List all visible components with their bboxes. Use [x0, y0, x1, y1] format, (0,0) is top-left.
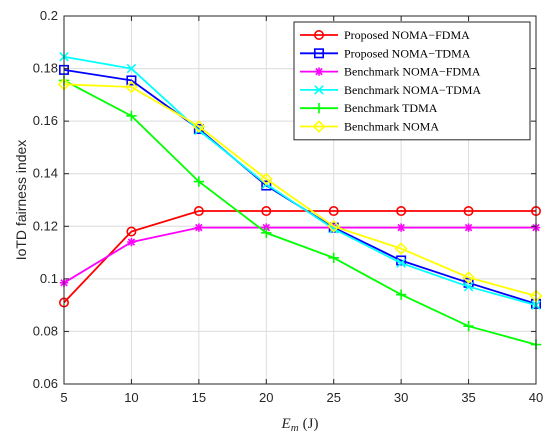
x-tick-label: 10 — [124, 390, 138, 405]
legend: Proposed NOMA−FDMA Proposed NOMA−TDMA Benc… — [293, 21, 531, 141]
legend-marker — [314, 67, 324, 76]
legend-item: Benchmark TDMA — [300, 101, 438, 115]
data-point — [394, 242, 408, 255]
data-point — [463, 281, 474, 292]
x-tick-label: 25 — [326, 390, 340, 405]
x-axis-label-unit: (J) — [303, 416, 319, 432]
data-point — [396, 223, 406, 232]
legend-marker — [313, 103, 325, 114]
legend-item: Benchmark NOMA−FDMA — [300, 65, 481, 79]
legend-item: Proposed NOMA−FDMA — [300, 28, 470, 42]
data-point — [193, 176, 205, 187]
y-tick-label: 0.1 — [40, 271, 58, 286]
series-line — [63, 226, 536, 284]
data-point — [463, 320, 474, 332]
data-point — [464, 223, 473, 232]
legend-label: Benchmark NOMA — [344, 120, 439, 134]
data-point — [125, 80, 138, 94]
legend-marker — [313, 29, 324, 40]
y-tick-label: 0.18 — [33, 61, 58, 76]
legend-label: Benchmark TDMA — [344, 101, 438, 115]
y-tick-label: 0.2 — [40, 8, 58, 23]
legend-label: Benchmark NOMA−TDMA — [344, 83, 481, 97]
data-point — [194, 223, 204, 232]
y-tick-label: 0.06 — [33, 376, 58, 391]
series-line — [63, 79, 537, 346]
data-point — [396, 206, 407, 217]
x-tick-label: 15 — [192, 390, 206, 405]
x-tick-labels: 5 10 15 20 25 30 35 40 — [60, 390, 543, 405]
data-point — [463, 206, 474, 217]
legend-item: Benchmark NOMA−TDMA — [300, 83, 481, 97]
data-point — [328, 206, 339, 217]
y-tick-label: 0.12 — [33, 218, 58, 233]
data-point — [261, 206, 272, 217]
data-point — [328, 224, 339, 234]
data-point — [327, 219, 341, 233]
x-tick-label: 5 — [60, 390, 67, 405]
legend-item: Proposed NOMA−TDMA — [300, 46, 471, 60]
data-point — [262, 223, 271, 232]
x-axis-label-subscript: m — [291, 422, 299, 434]
data-point — [126, 226, 137, 237]
legend-box — [293, 21, 531, 141]
legend-marker — [313, 48, 324, 59]
y-tick-label: 0.08 — [33, 323, 58, 338]
data-point — [126, 75, 137, 86]
plot-frame — [63, 15, 537, 385]
legend-label: Proposed NOMA−FDMA — [344, 28, 470, 42]
data-point — [126, 110, 137, 122]
y-tick-label: 0.14 — [33, 166, 58, 181]
legend-label: Benchmark NOMA−FDMA — [344, 65, 481, 79]
legend-label: Proposed NOMA−TDMA — [344, 46, 471, 60]
axis-ticks — [63, 15, 537, 385]
data-point — [396, 258, 406, 268]
data-point — [462, 271, 475, 284]
data-point — [259, 172, 273, 186]
series-line — [63, 210, 536, 304]
series-layer — [57, 51, 543, 350]
data-point — [193, 206, 204, 217]
legend-item: Benchmark NOMA — [300, 120, 439, 134]
legend-marker — [312, 120, 326, 133]
y-tick-label: 0.16 — [33, 113, 58, 128]
x-tick-label: 35 — [461, 390, 475, 405]
data-point — [328, 252, 339, 264]
series-line — [63, 55, 537, 306]
data-point — [192, 120, 206, 133]
x-tick-label: 30 — [394, 390, 408, 405]
data-point — [126, 63, 137, 74]
legend-marker — [314, 85, 324, 95]
y-tick-labels: 0.06 0.08 0.1 0.12 0.14 0.16 0.18 0.2 — [33, 8, 58, 391]
series-line — [63, 83, 537, 297]
data-point — [395, 289, 407, 300]
data-point — [261, 227, 272, 239]
x-tick-label: 40 — [529, 390, 543, 405]
x-axis-label-symbol: E — [281, 416, 291, 432]
data-point — [127, 237, 136, 247]
y-axis-label: IoTD fairness index — [13, 140, 29, 261]
x-tick-label: 20 — [259, 390, 273, 405]
data-point — [261, 180, 272, 191]
x-axis-label: Em (J) — [281, 416, 319, 434]
